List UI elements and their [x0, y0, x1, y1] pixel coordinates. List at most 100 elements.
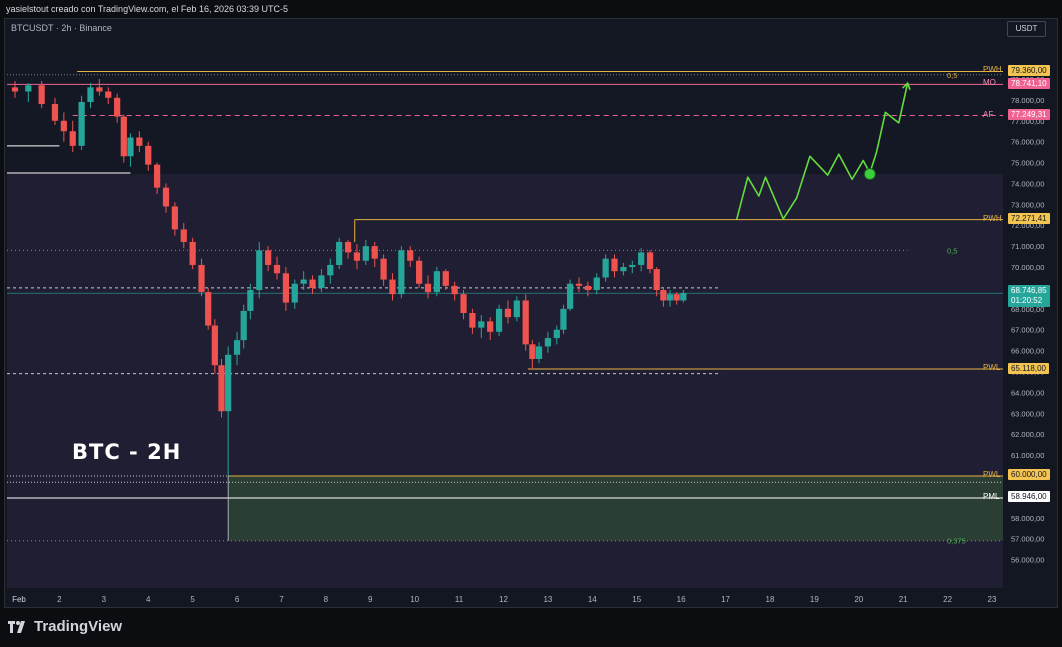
- x-tick-label: 2: [57, 595, 62, 604]
- candle-body: [38, 85, 45, 105]
- candle-body: [469, 313, 476, 328]
- candle-body: [344, 241, 352, 253]
- candle-body: [424, 283, 432, 293]
- candle-body: [145, 145, 152, 165]
- y-tick-label: 76.000,00: [1011, 138, 1044, 147]
- x-tick-label: 14: [588, 595, 597, 604]
- x-tick-label: 16: [677, 595, 686, 604]
- x-tick-label: 3: [102, 595, 107, 604]
- candle-body: [211, 325, 218, 366]
- candle-body: [380, 258, 387, 280]
- x-tick-label: 23: [988, 595, 997, 604]
- top-credit-bar: yasielstout creado con TradingView.com, …: [0, 0, 1062, 18]
- candle-body: [240, 310, 247, 341]
- candle-body: [353, 252, 361, 261]
- projection-marker: [863, 168, 876, 181]
- x-tick-label: 7: [279, 595, 284, 604]
- candle-body: [629, 264, 636, 268]
- candle-body: [680, 293, 687, 301]
- fib-label: 0,5: [947, 71, 957, 80]
- x-tick-label: 4: [146, 595, 151, 604]
- y-tick-label: 74.000,00: [1011, 179, 1044, 188]
- candle-body: [389, 279, 396, 295]
- candle-body: [553, 329, 560, 339]
- x-tick-label: 8: [324, 595, 329, 604]
- x-tick-label: 12: [499, 595, 508, 604]
- candle-body: [478, 321, 485, 328]
- price-axis-tag: 60.000,00: [1008, 469, 1050, 481]
- y-tick-label: 67.000,00: [1011, 326, 1044, 335]
- bar-countdown: 01:20:52: [1011, 296, 1043, 306]
- price-chart[interactable]: 56.000,0057.000,0058.000,0059.000,0060.0…: [5, 19, 1059, 609]
- target-zone: [228, 475, 1003, 541]
- candle-body: [371, 246, 378, 259]
- candle-body: [653, 269, 660, 291]
- fib-label: 0,5: [947, 246, 957, 255]
- candle-body: [593, 277, 600, 291]
- candle-body: [189, 241, 196, 265]
- y-tick-label: 75.000,00: [1011, 159, 1044, 168]
- candle-body: [442, 271, 449, 286]
- x-tick-label: 11: [455, 595, 464, 604]
- candle-body: [460, 294, 467, 313]
- candle-body: [529, 344, 536, 359]
- candle-body: [171, 206, 178, 230]
- y-tick-label: 63.000,00: [1011, 409, 1044, 418]
- price-axis-tag: 78.741,10: [1008, 77, 1050, 89]
- candle-body: [87, 87, 94, 102]
- candle-body: [495, 308, 503, 332]
- candle-body: [560, 308, 567, 330]
- y-tick-label: 68.000,00: [1011, 305, 1044, 314]
- candle-body: [96, 87, 103, 92]
- candle-body: [327, 264, 334, 276]
- candle-body: [265, 250, 272, 265]
- credit-text: yasielstout creado con TradingView.com, …: [6, 4, 288, 14]
- x-tick-label: 6: [235, 595, 240, 604]
- candle-body: [575, 283, 583, 286]
- candle-body: [218, 365, 225, 412]
- y-tick-label: 58.000,00: [1011, 514, 1044, 523]
- x-tick-label: 9: [368, 595, 373, 604]
- candle-body: [451, 285, 458, 295]
- candle-body: [69, 131, 76, 146]
- candle-body: [154, 164, 161, 188]
- candle-body: [660, 290, 667, 301]
- chart-frame[interactable]: 56.000,0057.000,0058.000,0059.000,0060.0…: [4, 18, 1058, 608]
- projection-path: [735, 82, 909, 220]
- currency-button[interactable]: USDT: [1007, 21, 1046, 37]
- candle-body: [504, 308, 512, 318]
- x-tick-label: 5: [190, 595, 195, 604]
- brand: TradingView: [8, 618, 122, 635]
- x-tick-label: 20: [854, 595, 863, 604]
- level-tag-label: MO: [983, 78, 996, 88]
- y-tick-label: 71.000,00: [1011, 242, 1044, 251]
- x-tick-label: 17: [721, 595, 730, 604]
- candle-body: [666, 294, 674, 301]
- level-tag-label: PWH: [983, 213, 1002, 223]
- level-tag-label: PML: [983, 491, 1000, 501]
- x-tick-label: 19: [810, 595, 819, 604]
- y-tick-label: 61.000,00: [1011, 451, 1044, 460]
- candle-body: [180, 229, 187, 242]
- candle-body: [162, 187, 170, 207]
- level-tag-label: PWL: [983, 469, 1001, 479]
- y-tick-label: 73.000,00: [1011, 200, 1044, 209]
- projection-arrowhead: [902, 81, 911, 91]
- candle-body: [11, 87, 19, 92]
- symbol-label: BTCUSDT · 2h · Binance: [11, 23, 112, 33]
- tradingview-logo-icon: [8, 620, 25, 633]
- candle-body: [198, 264, 205, 293]
- y-tick-label: 77.000,00: [1011, 117, 1044, 126]
- candle-body: [247, 290, 254, 311]
- candle-body: [273, 264, 281, 274]
- price-axis-tag: 72.271,41: [1008, 213, 1050, 225]
- current-price-tag: 68.746,85 01:20:52: [1008, 285, 1050, 308]
- candle-body: [646, 252, 654, 270]
- level-tag-label: AF: [983, 109, 994, 119]
- y-tick-label: 56.000,00: [1011, 556, 1044, 565]
- y-tick-label: 72.000,00: [1011, 221, 1044, 230]
- x-tick-label: 15: [632, 595, 641, 604]
- x-tick-label: 22: [943, 595, 952, 604]
- brand-name: TradingView: [34, 618, 123, 635]
- candle-body: [136, 137, 143, 146]
